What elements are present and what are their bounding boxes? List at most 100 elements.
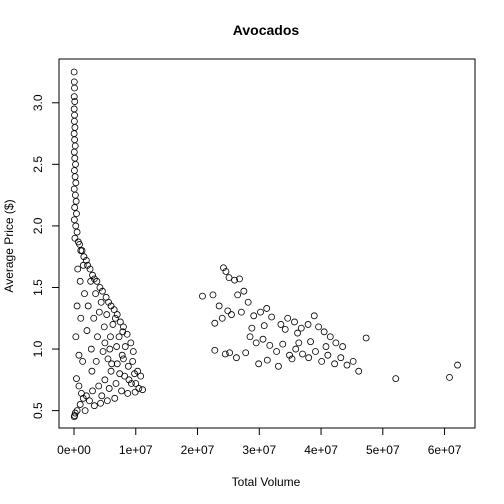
chart-title: Avocados bbox=[233, 22, 300, 38]
y-tick-label: 3.0 bbox=[31, 94, 45, 111]
data-point bbox=[115, 333, 123, 341]
x-tick-label: 0e+00 bbox=[57, 443, 91, 457]
data-point bbox=[72, 197, 80, 205]
data-point bbox=[222, 268, 230, 275]
data-point bbox=[279, 340, 287, 348]
data-point bbox=[71, 167, 78, 174]
data-point bbox=[92, 357, 100, 365]
data-point bbox=[70, 185, 78, 193]
data-point bbox=[224, 307, 232, 315]
data-point bbox=[228, 311, 235, 318]
data-point bbox=[71, 136, 79, 144]
data-point bbox=[199, 292, 206, 300]
data-point bbox=[94, 333, 101, 341]
data-point bbox=[252, 339, 260, 347]
data-point bbox=[97, 298, 105, 306]
data-point bbox=[277, 321, 285, 328]
data-point bbox=[100, 323, 108, 331]
data-point bbox=[98, 392, 106, 400]
data-point bbox=[111, 314, 119, 322]
data-point bbox=[322, 343, 330, 350]
data-point bbox=[129, 357, 137, 365]
data-point bbox=[242, 349, 250, 357]
data-point bbox=[124, 389, 132, 397]
data-point bbox=[312, 348, 319, 355]
data-point bbox=[392, 375, 400, 382]
data-point bbox=[135, 385, 143, 392]
x-tick-label: 6e+07 bbox=[428, 443, 462, 457]
data-point bbox=[101, 339, 109, 347]
data-point bbox=[104, 355, 112, 363]
data-point bbox=[118, 387, 125, 395]
data-point bbox=[332, 339, 340, 347]
data-point bbox=[70, 216, 78, 224]
data-point bbox=[77, 314, 85, 322]
data-point bbox=[73, 302, 81, 310]
data-point bbox=[131, 388, 139, 396]
data-point bbox=[310, 312, 318, 320]
data-point bbox=[75, 382, 83, 390]
data-point bbox=[446, 373, 453, 381]
data-point bbox=[128, 380, 135, 387]
data-point bbox=[72, 160, 79, 168]
data-point bbox=[95, 308, 103, 316]
data-point bbox=[72, 333, 80, 341]
data-point bbox=[127, 339, 135, 347]
data-point bbox=[326, 333, 334, 341]
data-point bbox=[72, 179, 80, 187]
data-point bbox=[83, 327, 91, 334]
data-point bbox=[71, 234, 79, 242]
data-point bbox=[71, 154, 79, 162]
data-point bbox=[74, 265, 82, 273]
data-point bbox=[362, 334, 370, 342]
data-point bbox=[305, 354, 313, 362]
data-point bbox=[107, 333, 114, 341]
data-point bbox=[263, 305, 271, 312]
data-point bbox=[107, 367, 115, 375]
data-point bbox=[105, 298, 112, 306]
data-point bbox=[78, 247, 86, 254]
data-point bbox=[78, 389, 85, 397]
data-point bbox=[221, 350, 229, 358]
data-point bbox=[89, 387, 96, 395]
plot-frame bbox=[58, 58, 476, 429]
data-point bbox=[250, 312, 258, 320]
data-point bbox=[70, 68, 78, 76]
data-point bbox=[120, 355, 127, 363]
data-point bbox=[137, 372, 145, 380]
y-axis-label: Average Price ($) bbox=[2, 199, 16, 292]
data-point bbox=[139, 386, 146, 394]
data-point bbox=[236, 275, 243, 283]
data-point bbox=[233, 354, 240, 362]
data-point bbox=[343, 361, 351, 369]
data-point bbox=[113, 360, 121, 368]
data-point bbox=[215, 302, 223, 310]
data-point bbox=[70, 78, 78, 86]
data-point bbox=[106, 345, 114, 353]
data-point bbox=[71, 84, 78, 92]
data-point bbox=[324, 351, 332, 359]
data-point bbox=[318, 357, 326, 365]
y-tick-label: 2.5 bbox=[31, 156, 45, 173]
data-point bbox=[220, 264, 227, 272]
data-point bbox=[99, 348, 107, 355]
data-point bbox=[349, 357, 357, 365]
data-point bbox=[72, 222, 80, 230]
data-point bbox=[97, 399, 104, 407]
y-tick-label: 2.0 bbox=[31, 217, 45, 234]
data-point bbox=[288, 355, 296, 363]
data-point bbox=[246, 333, 254, 341]
data-point bbox=[71, 173, 79, 181]
data-point bbox=[292, 345, 300, 353]
data-points bbox=[70, 68, 461, 421]
data-point bbox=[95, 382, 103, 390]
data-point bbox=[76, 277, 84, 285]
data-point bbox=[131, 370, 138, 378]
data-point bbox=[70, 105, 78, 113]
data-point bbox=[248, 324, 256, 332]
x-tick-label: 4e+07 bbox=[304, 443, 338, 457]
data-point bbox=[93, 277, 101, 285]
data-point bbox=[71, 111, 78, 119]
data-point bbox=[355, 367, 363, 375]
